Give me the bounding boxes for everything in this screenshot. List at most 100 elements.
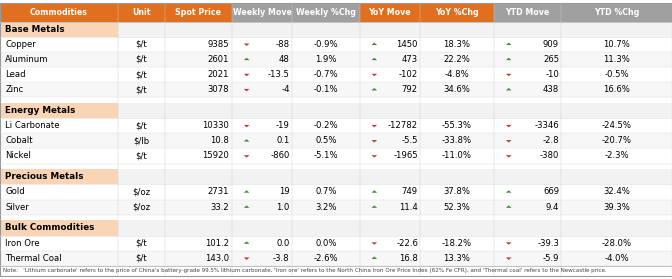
Text: 792: 792 bbox=[402, 85, 418, 94]
Polygon shape bbox=[244, 58, 249, 60]
Bar bbox=[292, 21, 360, 37]
Bar bbox=[292, 220, 360, 235]
Bar bbox=[0, 184, 672, 199]
Text: YoY Move: YoY Move bbox=[368, 8, 411, 17]
Polygon shape bbox=[244, 44, 249, 46]
Text: 0.1: 0.1 bbox=[276, 136, 290, 145]
Text: Spot Price: Spot Price bbox=[175, 8, 221, 17]
Text: 37.8%: 37.8% bbox=[444, 187, 470, 196]
Text: $/t: $/t bbox=[135, 40, 147, 49]
Bar bbox=[292, 103, 360, 118]
Bar bbox=[165, 3, 232, 21]
Text: -0.1%: -0.1% bbox=[314, 85, 338, 94]
Bar bbox=[232, 169, 292, 184]
Polygon shape bbox=[372, 140, 377, 143]
Polygon shape bbox=[506, 43, 511, 45]
Bar bbox=[0, 215, 672, 220]
Text: 101.2: 101.2 bbox=[205, 239, 229, 247]
Text: -0.2%: -0.2% bbox=[314, 121, 338, 130]
Text: $/t: $/t bbox=[135, 151, 147, 160]
Text: 1.9%: 1.9% bbox=[315, 55, 337, 64]
Text: 0.0%: 0.0% bbox=[315, 239, 337, 247]
Text: 265: 265 bbox=[543, 55, 559, 64]
Text: Note:   'Lithium carbonate' refers to the price of China's battery-grade 99.5% l: Note: 'Lithium carbonate' refers to the … bbox=[3, 268, 607, 273]
Text: -33.8%: -33.8% bbox=[442, 136, 472, 145]
Bar bbox=[0, 163, 672, 169]
Bar bbox=[420, 21, 494, 37]
Text: 909: 909 bbox=[543, 40, 559, 49]
Bar bbox=[292, 3, 360, 21]
Polygon shape bbox=[244, 155, 249, 158]
Polygon shape bbox=[372, 74, 377, 76]
Text: $/lb: $/lb bbox=[133, 136, 149, 145]
Text: 16.8: 16.8 bbox=[399, 254, 418, 263]
Text: -4.0%: -4.0% bbox=[604, 254, 629, 263]
Text: 473: 473 bbox=[402, 55, 418, 64]
Text: -1965: -1965 bbox=[393, 151, 418, 160]
Bar bbox=[0, 37, 672, 52]
Text: $/t: $/t bbox=[135, 121, 147, 130]
Text: Unit: Unit bbox=[132, 8, 151, 17]
Polygon shape bbox=[372, 58, 377, 60]
Bar bbox=[561, 21, 672, 37]
Text: Weekly Move: Weekly Move bbox=[233, 8, 292, 17]
Text: -0.7%: -0.7% bbox=[314, 70, 338, 79]
Text: $/t: $/t bbox=[135, 70, 147, 79]
Bar bbox=[494, 103, 561, 118]
Text: 10.7%: 10.7% bbox=[603, 40, 630, 49]
Text: 33.2: 33.2 bbox=[210, 203, 229, 211]
Polygon shape bbox=[244, 125, 249, 127]
Text: 2021: 2021 bbox=[208, 70, 229, 79]
Text: 749: 749 bbox=[402, 187, 418, 196]
Text: $/t: $/t bbox=[135, 254, 147, 263]
Bar bbox=[118, 169, 165, 184]
Text: -18.2%: -18.2% bbox=[442, 239, 472, 247]
Text: $/oz: $/oz bbox=[132, 203, 150, 211]
Polygon shape bbox=[506, 155, 511, 158]
Text: Gold: Gold bbox=[5, 187, 25, 196]
Text: Energy Metals: Energy Metals bbox=[5, 106, 76, 115]
Bar bbox=[0, 97, 672, 103]
Polygon shape bbox=[506, 242, 511, 245]
Text: -102: -102 bbox=[398, 70, 418, 79]
Polygon shape bbox=[506, 205, 511, 208]
Text: 32.4%: 32.4% bbox=[603, 187, 630, 196]
Text: $/t: $/t bbox=[135, 55, 147, 64]
Text: 0.0: 0.0 bbox=[276, 239, 290, 247]
Text: 11.4: 11.4 bbox=[399, 203, 418, 211]
Polygon shape bbox=[372, 43, 377, 45]
Text: -5.5: -5.5 bbox=[401, 136, 418, 145]
Text: Copper: Copper bbox=[5, 40, 36, 49]
Polygon shape bbox=[506, 140, 511, 143]
Text: 0.7%: 0.7% bbox=[315, 187, 337, 196]
Text: $/oz: $/oz bbox=[132, 187, 150, 196]
Text: -2.8: -2.8 bbox=[542, 136, 559, 145]
Text: -2.6%: -2.6% bbox=[314, 254, 338, 263]
Bar bbox=[0, 103, 118, 118]
Text: 2731: 2731 bbox=[208, 187, 229, 196]
Text: Aluminum: Aluminum bbox=[5, 55, 49, 64]
Bar bbox=[420, 3, 494, 21]
Text: -39.3: -39.3 bbox=[537, 239, 559, 247]
Bar bbox=[360, 169, 420, 184]
Polygon shape bbox=[506, 125, 511, 127]
Bar bbox=[360, 21, 420, 37]
Polygon shape bbox=[506, 190, 511, 193]
Text: YTD %Chg: YTD %Chg bbox=[594, 8, 639, 17]
Bar bbox=[494, 220, 561, 235]
Text: Thermal Coal: Thermal Coal bbox=[5, 254, 62, 263]
Text: Cobalt: Cobalt bbox=[5, 136, 33, 145]
Text: 3078: 3078 bbox=[208, 85, 229, 94]
Text: 3.2%: 3.2% bbox=[315, 203, 337, 211]
Text: -2.3%: -2.3% bbox=[604, 151, 629, 160]
Text: -380: -380 bbox=[540, 151, 559, 160]
Text: 22.2%: 22.2% bbox=[444, 55, 470, 64]
Bar bbox=[165, 220, 232, 235]
Text: 9.4: 9.4 bbox=[546, 203, 559, 211]
Bar bbox=[232, 21, 292, 37]
Text: 9385: 9385 bbox=[208, 40, 229, 49]
Polygon shape bbox=[372, 125, 377, 127]
Text: 438: 438 bbox=[543, 85, 559, 94]
Text: -0.5%: -0.5% bbox=[604, 70, 629, 79]
Text: 669: 669 bbox=[543, 187, 559, 196]
